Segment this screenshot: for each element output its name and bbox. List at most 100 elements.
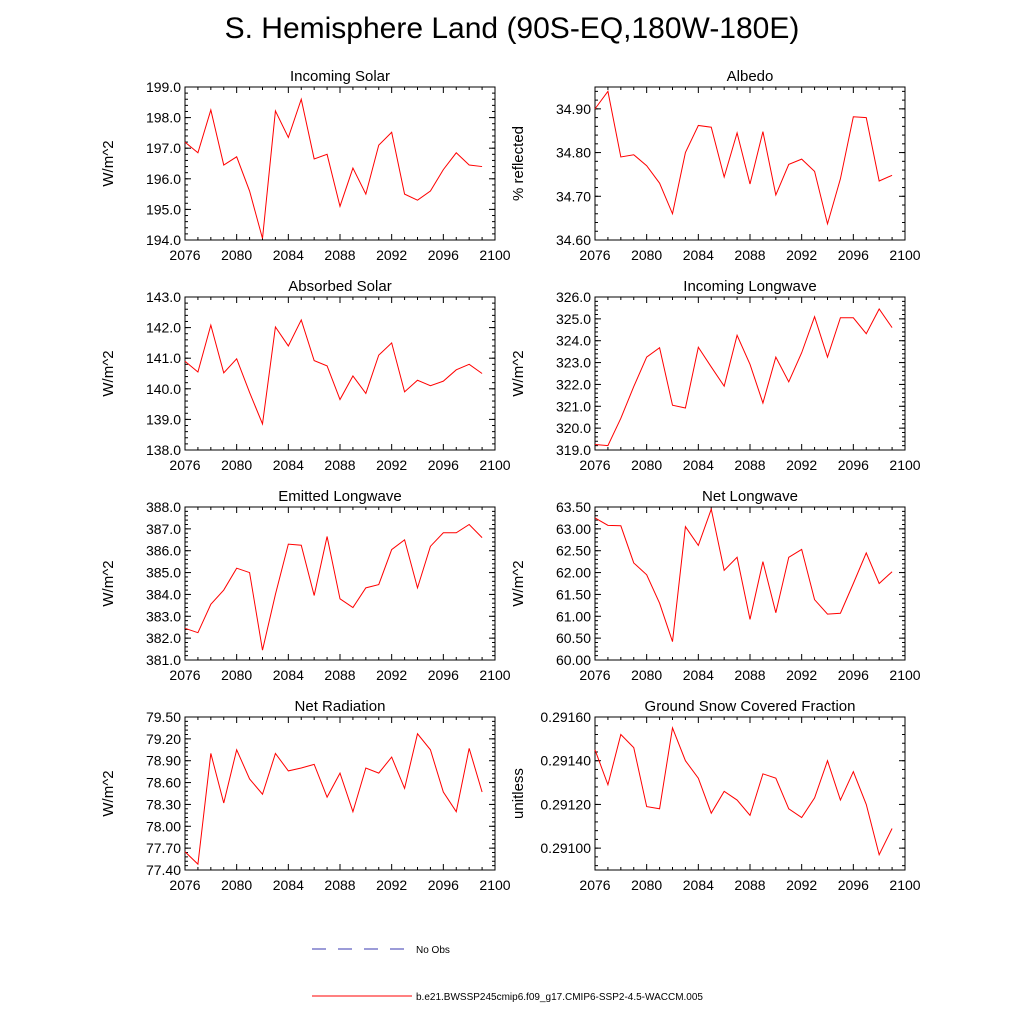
x-tick-label: 2092	[786, 877, 817, 893]
x-tick-label: 2092	[376, 457, 407, 473]
x-tick-label: 2084	[683, 457, 714, 473]
x-tick-label: 2092	[376, 247, 407, 263]
legend-obs-label: No Obs	[416, 945, 450, 956]
x-tick-label: 2080	[631, 667, 662, 683]
x-tick-label: 2076	[169, 667, 200, 683]
x-tick-label: 2088	[734, 877, 765, 893]
y-tick-label: 381.0	[146, 652, 181, 668]
y-tick-label: 79.20	[146, 731, 181, 747]
series-line	[594, 90, 893, 226]
y-tick-label: 79.50	[146, 709, 181, 725]
y-tick-label: 142.0	[146, 320, 181, 336]
x-tick-label: 2076	[579, 877, 610, 893]
y-tick-label: 320.0	[556, 420, 591, 436]
y-tick-label: 77.40	[146, 862, 181, 878]
y-tick-label: 0.29120	[540, 796, 591, 812]
plot-frame	[184, 506, 496, 661]
panel-4: Incoming Longwave 2076 2080 2084 2088 2092 209…	[510, 278, 921, 473]
y-tick-label: 197.0	[146, 140, 181, 156]
panel-title: Net Radiation	[295, 698, 386, 715]
y-tick-label: 194.0	[146, 232, 181, 248]
y-axis-label: W/m^2	[100, 770, 117, 816]
x-tick-label: 2092	[786, 247, 817, 263]
series-line	[594, 308, 893, 447]
x-tick-label: 2100	[889, 457, 920, 473]
y-tick-label: 34.70	[556, 188, 591, 204]
y-axis-label: unitless	[510, 768, 527, 819]
y-tick-label: 324.0	[556, 333, 591, 349]
plot-frame	[594, 716, 906, 871]
x-tick-label: 2076	[169, 457, 200, 473]
series-line	[594, 726, 893, 857]
y-tick-label: 323.0	[556, 355, 591, 371]
x-tick-label: 2084	[683, 667, 714, 683]
panel-title: Incoming Longwave	[683, 278, 816, 295]
y-tick-label: 78.30	[146, 796, 181, 812]
plot-frame	[184, 296, 496, 451]
x-tick-label: 2096	[838, 667, 869, 683]
x-tick-label: 2092	[376, 877, 407, 893]
x-tick-label: 2096	[838, 247, 869, 263]
x-tick-label: 2088	[324, 457, 355, 473]
x-tick-label: 2076	[579, 247, 610, 263]
y-tick-label: 326.0	[556, 289, 591, 305]
legend: No Obs b.e21.BWSSP245cmip6.f09_g17.CMIP6…	[312, 945, 703, 1003]
x-tick-label: 2084	[273, 667, 304, 683]
y-tick-label: 387.0	[146, 521, 181, 537]
x-tick-label: 2084	[273, 247, 304, 263]
panel-8: Ground Snow Covered Fraction 2076 2080 2084…	[510, 698, 921, 893]
x-tick-label: 2100	[889, 877, 920, 893]
y-tick-label: 34.90	[556, 101, 591, 117]
y-tick-label: 383.0	[146, 608, 181, 624]
plot-frame	[594, 296, 906, 451]
panel-1: Incoming Solar 2076 2080 2084 2088 2092 2096 21…	[100, 68, 511, 263]
y-tick-label: 319.0	[556, 442, 591, 458]
panel-title: Absorbed Solar	[288, 278, 391, 295]
plot-frame	[184, 716, 496, 871]
x-tick-label: 2092	[786, 457, 817, 473]
plot-frame	[594, 86, 906, 241]
y-tick-label: 78.00	[146, 818, 181, 834]
y-tick-label: 0.29140	[540, 753, 591, 769]
x-tick-label: 2080	[631, 877, 662, 893]
panel-title: Incoming Solar	[290, 68, 390, 85]
legend-model-label: b.e21.BWSSP245cmip6.f09_g17.CMIP6-SSP2-4…	[416, 992, 703, 1003]
x-tick-label: 2088	[324, 247, 355, 263]
plot-frame	[594, 506, 906, 661]
y-tick-label: 385.0	[146, 565, 181, 581]
x-tick-label: 2100	[479, 247, 510, 263]
x-tick-label: 2088	[734, 667, 765, 683]
y-tick-label: 139.0	[146, 411, 181, 427]
y-tick-label: 61.00	[556, 608, 591, 624]
panel-title: Emitted Longwave	[278, 488, 401, 505]
x-tick-label: 2100	[479, 457, 510, 473]
x-tick-label: 2100	[889, 667, 920, 683]
y-tick-label: 78.90	[146, 753, 181, 769]
x-tick-label: 2076	[579, 667, 610, 683]
y-tick-label: 388.0	[146, 499, 181, 515]
x-tick-label: 2096	[838, 877, 869, 893]
x-tick-label: 2096	[428, 667, 459, 683]
series-line	[594, 507, 893, 642]
x-tick-label: 2080	[221, 247, 252, 263]
x-tick-label: 2076	[579, 457, 610, 473]
x-tick-label: 2080	[221, 877, 252, 893]
y-tick-label: 198.0	[146, 110, 181, 126]
y-tick-label: 34.80	[556, 145, 591, 161]
y-axis-label: W/m^2	[510, 560, 527, 606]
y-tick-label: 322.0	[556, 376, 591, 392]
y-tick-label: 0.29160	[540, 709, 591, 725]
x-tick-label: 2080	[221, 457, 252, 473]
y-axis-label: W/m^2	[100, 560, 117, 606]
figure-title: S. Hemisphere Land (90S-EQ,180W-180E)	[224, 12, 800, 45]
panel-5: Emitted Longwave 2076 2080 2084 2088 2092 2096…	[100, 488, 511, 683]
y-axis-label: W/m^2	[510, 350, 527, 396]
y-tick-label: 77.70	[146, 840, 181, 856]
y-tick-label: 141.0	[146, 350, 181, 366]
y-axis-label: W/m^2	[100, 140, 117, 186]
y-axis-label: % reflected	[510, 126, 527, 201]
x-tick-label: 2096	[838, 457, 869, 473]
x-tick-label: 2100	[479, 877, 510, 893]
y-tick-label: 0.29100	[540, 840, 591, 856]
